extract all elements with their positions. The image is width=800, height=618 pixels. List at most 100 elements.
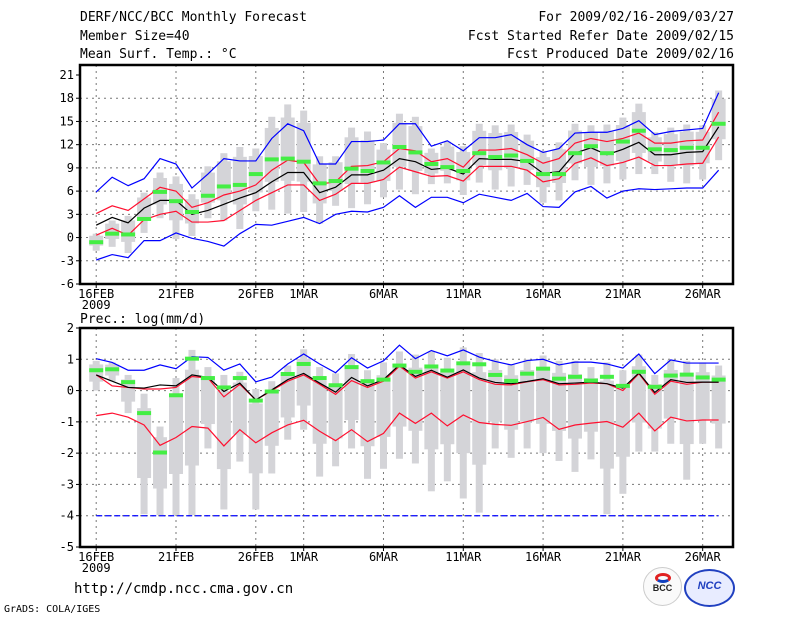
observed-marker [536,172,551,177]
spread-box [392,364,407,427]
observed-marker [599,374,614,379]
spread-box [408,367,423,431]
spread-box [328,384,343,439]
spread-box [105,223,120,239]
observed-marker [89,240,104,245]
observed-marker [440,368,455,373]
observed-marker [711,377,726,382]
spread-box [200,376,215,425]
y-tick-label: 3 [67,207,74,221]
spread-box [631,366,646,423]
grads-credit: GrADS: COLA/IGES [4,604,101,615]
observed-marker [663,373,678,378]
y-tick-label: -2 [60,446,74,460]
observed-marker [89,368,104,373]
observed-marker [328,383,343,388]
spread-box [488,133,503,171]
x-tick-label: 6MAR [369,550,399,564]
observed-marker [552,376,567,381]
observed-marker [360,379,375,384]
observed-marker [264,389,279,394]
observed-marker [312,376,327,381]
x-tick-label: 26FEB [238,550,274,564]
spread-box [360,383,375,447]
observed-marker [376,377,391,382]
observed-marker [440,165,455,170]
spread-box [200,172,215,203]
x-tick-label: 26FEB [238,287,274,301]
observed-marker [153,189,168,194]
spread-box [695,372,710,420]
spread-box [520,369,535,422]
spread-box [456,365,471,454]
observed-marker [663,148,678,153]
x-tick-label: 6MAR [369,287,399,301]
y-tick-label: 21 [60,68,74,82]
spread-box [89,364,104,382]
observed-marker [169,199,183,204]
observed-marker [504,153,519,158]
chart-title: DERF/NCC/BCC Monthly Forecast [80,10,307,25]
bcc-logo: BCC [643,567,682,606]
x-tick-label: 21MAR [605,550,642,564]
x-tick-label: 11MAR [445,550,482,564]
y-tick-label: 1 [67,352,74,366]
upper-std-line [95,365,719,401]
lower-std-line [95,136,720,236]
spread-box [360,140,375,183]
x-tick-label: 21MAR [605,287,642,301]
observed-marker [137,216,152,221]
observed-marker [456,168,471,173]
observed-marker [695,145,710,150]
observed-marker [599,151,614,156]
observed-marker [248,172,263,177]
y-tick-label: -1 [60,415,74,429]
year-label: 2009 [82,561,111,575]
x-tick-label: 21FEB [158,287,194,301]
observed-marker [200,376,215,381]
observed-marker [536,366,551,371]
observed-marker [472,362,487,367]
observed-marker [520,158,535,163]
observed-marker [105,367,120,372]
observed-marker [552,172,567,177]
min-line [96,169,720,261]
observed-marker [568,374,582,379]
observed-marker [488,372,503,377]
y-tick-label: -5 [60,540,74,554]
max-line [95,92,720,193]
spread-box [711,98,726,140]
observed-marker [312,181,327,186]
y-tick-label: 12 [60,138,74,152]
ensemble-mean-line [95,364,719,401]
spread-box [232,382,247,435]
spread-box [472,130,487,165]
observed-marker [360,168,375,173]
lower-std-line [96,412,719,447]
spread-box [121,220,136,242]
observed-marker [280,156,295,161]
spread-box [615,385,630,457]
x-tick-label: 1MAR [289,550,319,564]
observed-marker [711,121,726,126]
x-tick-label: 1MAR [289,287,319,301]
forecast-period: For 2009/02/16-2009/03/27 [538,10,734,25]
x-tick-label: 11MAR [445,287,482,301]
spread-box [647,384,662,429]
spread-box [137,408,152,479]
observed-marker [679,145,694,150]
spread-box [264,127,279,182]
source-url[interactable]: http://cmdp.ncc.cma.gov.cn [74,581,294,597]
observed-marker [296,159,311,164]
ensemble-mean-line [95,126,720,226]
observed-marker [408,369,423,374]
observed-marker [105,231,120,236]
observed-marker [264,157,279,162]
observed-marker [248,398,263,403]
y-tick-label: 0 [67,384,74,398]
spread-box [599,380,614,469]
spread-box [408,126,423,171]
observed-marker [504,378,519,383]
observed-marker [583,144,598,149]
